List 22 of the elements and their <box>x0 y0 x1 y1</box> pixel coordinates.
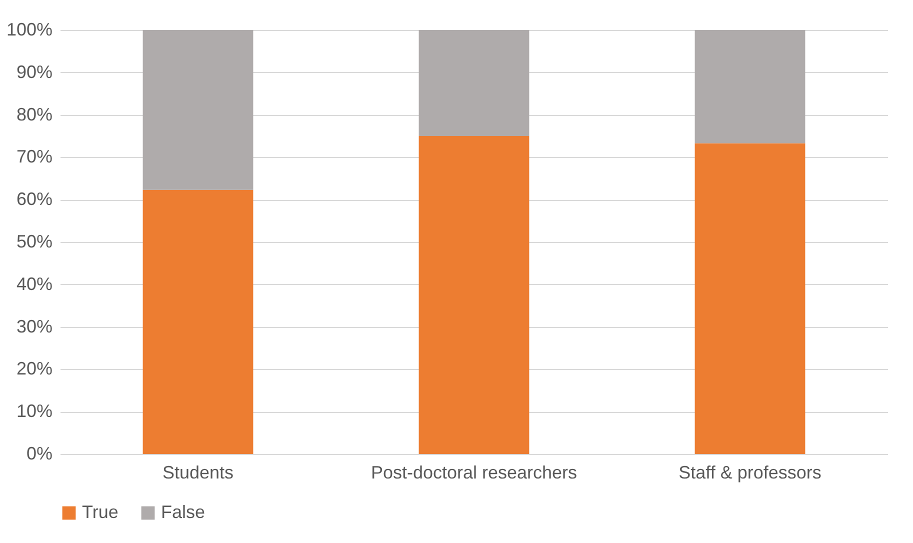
x-tick-label: Staff & professors <box>678 462 822 482</box>
bar <box>418 136 530 454</box>
bar <box>694 143 806 454</box>
y-tick-label: 40% <box>16 274 52 294</box>
y-tick-label: 100% <box>6 20 52 40</box>
bar <box>142 30 254 190</box>
y-tick-label: 70% <box>16 146 52 167</box>
y-tick-label: 80% <box>16 104 52 124</box>
y-tick-label: 60% <box>16 189 52 210</box>
y-tick-label: 20% <box>16 358 52 379</box>
bar <box>142 190 254 454</box>
legend-label: False <box>161 502 206 522</box>
y-tick-label: 10% <box>16 401 52 422</box>
bar <box>418 30 530 136</box>
y-tick-label: 0% <box>26 444 52 464</box>
y-tick-label: 30% <box>16 316 52 336</box>
x-tick-label: Students <box>162 462 234 482</box>
x-tick-label: Post-doctoral researchers <box>370 462 578 482</box>
bar <box>694 30 806 144</box>
y-tick-label: 90% <box>16 62 52 82</box>
legend-label: True <box>82 502 118 522</box>
y-tick-label: 50% <box>16 232 52 252</box>
